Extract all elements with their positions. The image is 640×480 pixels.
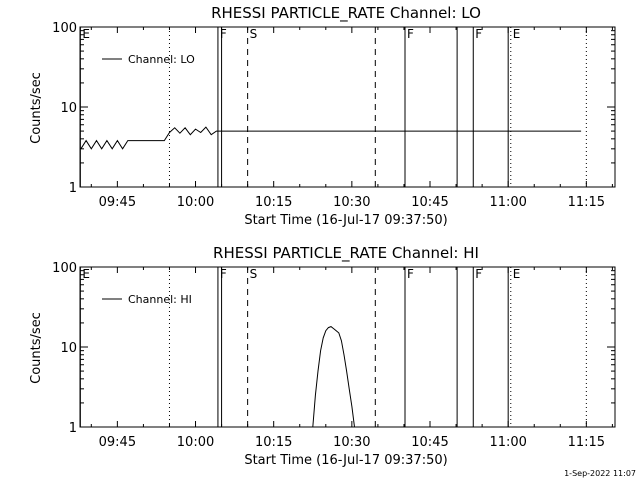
generation-timestamp: 1-Sep-2022 11:07: [564, 469, 636, 478]
hi-y-axis-label: Counts/sec: [29, 312, 44, 384]
hi-x-tick-label: 10:30: [333, 435, 370, 450]
lo-event-marker-label: S: [250, 27, 258, 41]
hi-x-axis-label: Start Time (16-Jul-17 09:37:50): [244, 453, 447, 468]
lo-chart-title: RHESSI PARTICLE_RATE Channel: LO: [211, 4, 481, 23]
lo-x-tick-label: 11:15: [568, 195, 605, 210]
lo-legend-label: Channel: LO: [128, 53, 195, 66]
hi-y-tick-label: 10: [60, 341, 77, 356]
hi-channel-panel: RHESSI PARTICLE_RATE Channel: HI Start T…: [29, 244, 616, 468]
lo-x-tick-label: 09:45: [99, 195, 136, 210]
hi-plot-frame: [79, 266, 616, 428]
lo-series-line: [80, 126, 582, 150]
lo-x-tick-label: 10:45: [411, 195, 448, 210]
lo-channel-panel: RHESSI PARTICLE_RATE Channel: LO Start T…: [29, 4, 616, 228]
lo-event-marker-label: E: [82, 27, 90, 41]
hi-chart-title: RHESSI PARTICLE_RATE Channel: HI: [213, 244, 479, 263]
hi-event-marker-label: F: [407, 267, 414, 281]
hi-y-tick-label: 100: [52, 261, 77, 276]
lo-event-marker-label: F: [220, 27, 227, 41]
hi-x-tick-label: 10:00: [177, 435, 214, 450]
hi-event-marker-label: E: [513, 267, 521, 281]
lo-y-tick-label: 10: [60, 101, 77, 116]
hi-y-tick-label: 1: [69, 421, 77, 436]
lo-event-marker-label: F: [475, 27, 482, 41]
lo-x-tick-label: 10:15: [255, 195, 292, 210]
hi-x-tick-label: 09:45: [99, 435, 136, 450]
hi-event-marker-label: S: [250, 267, 258, 281]
hi-x-tick-label: 11:15: [568, 435, 605, 450]
hi-event-marker-label: E: [82, 267, 90, 281]
lo-x-tick-label: 10:30: [333, 195, 370, 210]
hi-x-tick-label: 10:15: [255, 435, 292, 450]
lo-x-axis-label: Start Time (16-Jul-17 09:37:50): [244, 213, 447, 228]
hi-series-line: [312, 326, 355, 428]
lo-event-marker-label: F: [407, 27, 414, 41]
hi-x-tick-label: 10:45: [411, 435, 448, 450]
lo-y-tick-label: 1: [69, 181, 77, 196]
hi-event-marker-label: F: [220, 267, 227, 281]
lo-x-tick-label: 11:00: [489, 195, 526, 210]
lo-y-tick-label: 100: [52, 21, 77, 36]
hi-x-tick-label: 11:00: [489, 435, 526, 450]
lo-event-marker-label: E: [513, 27, 521, 41]
lo-y-axis-label: Counts/sec: [29, 72, 44, 144]
lo-plot-frame: [79, 26, 616, 188]
lo-x-tick-label: 10:00: [177, 195, 214, 210]
hi-legend-label: Channel: HI: [128, 293, 192, 306]
hi-event-marker-label: F: [475, 267, 482, 281]
